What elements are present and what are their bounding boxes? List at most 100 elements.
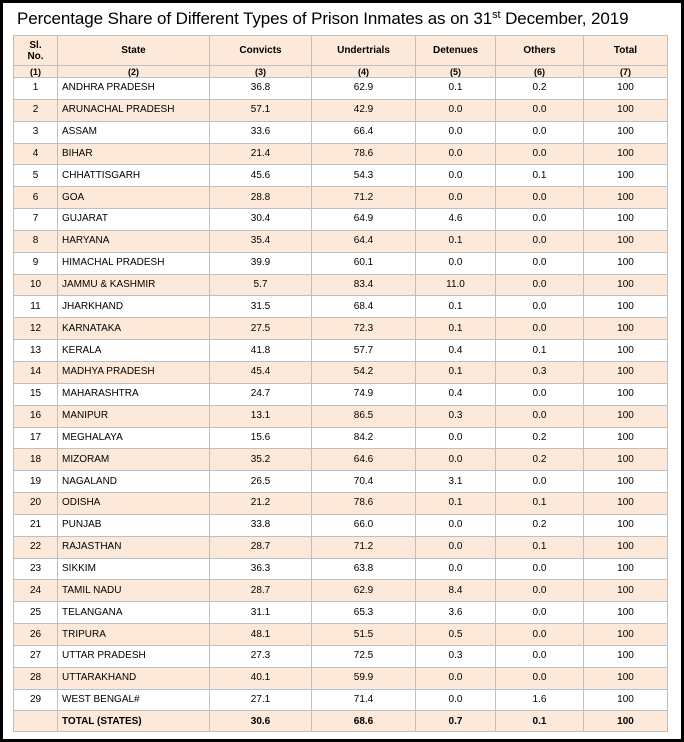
cell-sl-no: 19 <box>13 470 58 494</box>
cell-convicts: 27.1 <box>209 688 312 712</box>
total-sl-no <box>13 710 58 733</box>
cell-detenues: 0.0 <box>415 688 496 712</box>
cell-undertrials: 51.5 <box>311 623 416 646</box>
cell-total: 100 <box>583 339 668 362</box>
cell-others: 0.0 <box>495 120 584 144</box>
table-row: 16 MANIPUR 13.1 86.5 0.3 0.0 100 <box>13 404 668 428</box>
cell-detenues: 0.3 <box>415 644 496 668</box>
cell-state: ANDHRA PRADESH <box>57 77 210 100</box>
total-others: 0.1 <box>495 710 584 733</box>
cell-undertrials: 64.4 <box>311 229 416 253</box>
cell-convicts: 21.4 <box>209 142 312 166</box>
cell-state: JHARKHAND <box>57 295 210 319</box>
cell-undertrials: 71.2 <box>311 186 416 210</box>
cell-undertrials: 65.3 <box>311 601 416 625</box>
cell-convicts: 13.1 <box>209 404 312 428</box>
table-row: 19 NAGALAND 26.5 70.4 3.1 0.0 100 <box>13 470 668 494</box>
cell-sl-no: 12 <box>13 317 58 341</box>
cell-state: MADHYA PRADESH <box>57 360 210 384</box>
prison-inmates-table: Sl. No. State Convicts Undertrials Detenu… <box>13 35 668 733</box>
cell-undertrials: 86.5 <box>311 404 416 428</box>
cell-convicts: 5.7 <box>209 273 312 297</box>
cell-total: 100 <box>583 404 668 428</box>
cell-sl-no: 5 <box>13 164 58 188</box>
cell-detenues: 0.0 <box>415 186 496 210</box>
cell-others: 1.6 <box>495 688 584 712</box>
cell-undertrials: 70.4 <box>311 470 416 494</box>
cell-undertrials: 71.2 <box>311 535 416 559</box>
table-row: 2 ARUNACHAL PRADESH 57.1 42.9 0.0 0.0 100 <box>13 98 668 122</box>
cell-detenues: 11.0 <box>415 273 496 297</box>
cell-others: 0.1 <box>495 535 584 559</box>
cell-convicts: 45.4 <box>209 360 312 384</box>
cell-total: 100 <box>583 470 668 494</box>
cell-sl-no: 6 <box>13 186 58 210</box>
cell-convicts: 31.1 <box>209 601 312 625</box>
table-row: 12 KARNATAKA 27.5 72.3 0.1 0.0 100 <box>13 317 668 341</box>
cell-others: 0.0 <box>495 273 584 297</box>
cell-detenues: 0.0 <box>415 142 496 166</box>
cell-others: 0.0 <box>495 186 584 210</box>
cell-detenues: 8.4 <box>415 579 496 603</box>
total-total: 100 <box>583 710 668 733</box>
cell-undertrials: 62.9 <box>311 77 416 100</box>
table-row: 3 ASSAM 33.6 66.4 0.0 0.0 100 <box>13 120 668 144</box>
cell-sl-no: 9 <box>13 251 58 275</box>
cell-sl-no: 16 <box>13 404 58 428</box>
cell-others: 0.0 <box>495 142 584 166</box>
cell-state: WEST BENGAL# <box>57 688 210 712</box>
cell-detenues: 0.3 <box>415 404 496 428</box>
cell-others: 0.3 <box>495 360 584 384</box>
cell-undertrials: 83.4 <box>311 273 416 297</box>
cell-undertrials: 62.9 <box>311 579 416 603</box>
cell-others: 0.1 <box>495 164 584 188</box>
cell-undertrials: 60.1 <box>311 251 416 275</box>
cell-total: 100 <box>583 382 668 406</box>
column-number: (4) <box>311 65 416 78</box>
column-number: (5) <box>415 65 496 78</box>
cell-state: HARYANA <box>57 229 210 253</box>
cell-convicts: 28.8 <box>209 186 312 210</box>
cell-total: 100 <box>583 448 668 472</box>
table-row: 6 GOA 28.8 71.2 0.0 0.0 100 <box>13 186 668 210</box>
cell-state: ARUNACHAL PRADESH <box>57 98 210 122</box>
table-row: 8 HARYANA 35.4 64.4 0.1 0.0 100 <box>13 229 668 253</box>
cell-detenues: 0.1 <box>415 492 496 515</box>
cell-total: 100 <box>583 557 668 581</box>
cell-total: 100 <box>583 492 668 515</box>
cell-sl-no: 14 <box>13 360 58 384</box>
cell-total: 100 <box>583 644 668 668</box>
cell-convicts: 33.6 <box>209 120 312 144</box>
cell-undertrials: 42.9 <box>311 98 416 122</box>
cell-convicts: 28.7 <box>209 579 312 603</box>
cell-detenues: 0.1 <box>415 317 496 341</box>
cell-total: 100 <box>583 273 668 297</box>
cell-total: 100 <box>583 186 668 210</box>
cell-total: 100 <box>583 120 668 144</box>
cell-undertrials: 74.9 <box>311 382 416 406</box>
total-undertrials: 68.6 <box>311 710 416 733</box>
column-number: (2) <box>57 65 210 78</box>
cell-sl-no: 26 <box>13 623 58 646</box>
cell-sl-no: 20 <box>13 492 58 515</box>
cell-detenues: 0.1 <box>415 77 496 100</box>
cell-convicts: 45.6 <box>209 164 312 188</box>
cell-state: MAHARASHTRA <box>57 382 210 406</box>
table-row: 29 WEST BENGAL# 27.1 71.4 0.0 1.6 100 <box>13 688 668 712</box>
cell-total: 100 <box>583 601 668 625</box>
cell-others: 0.0 <box>495 623 584 646</box>
cell-detenues: 0.0 <box>415 164 496 188</box>
title-main: Percentage Share of Different Types of P… <box>17 9 493 28</box>
table-row: 4 BIHAR 21.4 78.6 0.0 0.0 100 <box>13 142 668 166</box>
cell-state: GOA <box>57 186 210 210</box>
cell-detenues: 3.6 <box>415 601 496 625</box>
cell-undertrials: 59.9 <box>311 666 416 690</box>
cell-others: 0.0 <box>495 666 584 690</box>
cell-detenues: 4.6 <box>415 208 496 231</box>
cell-others: 0.0 <box>495 601 584 625</box>
cell-state: BIHAR <box>57 142 210 166</box>
header-state: State <box>57 35 210 66</box>
header-total: Total <box>583 35 668 66</box>
cell-detenues: 0.1 <box>415 295 496 319</box>
